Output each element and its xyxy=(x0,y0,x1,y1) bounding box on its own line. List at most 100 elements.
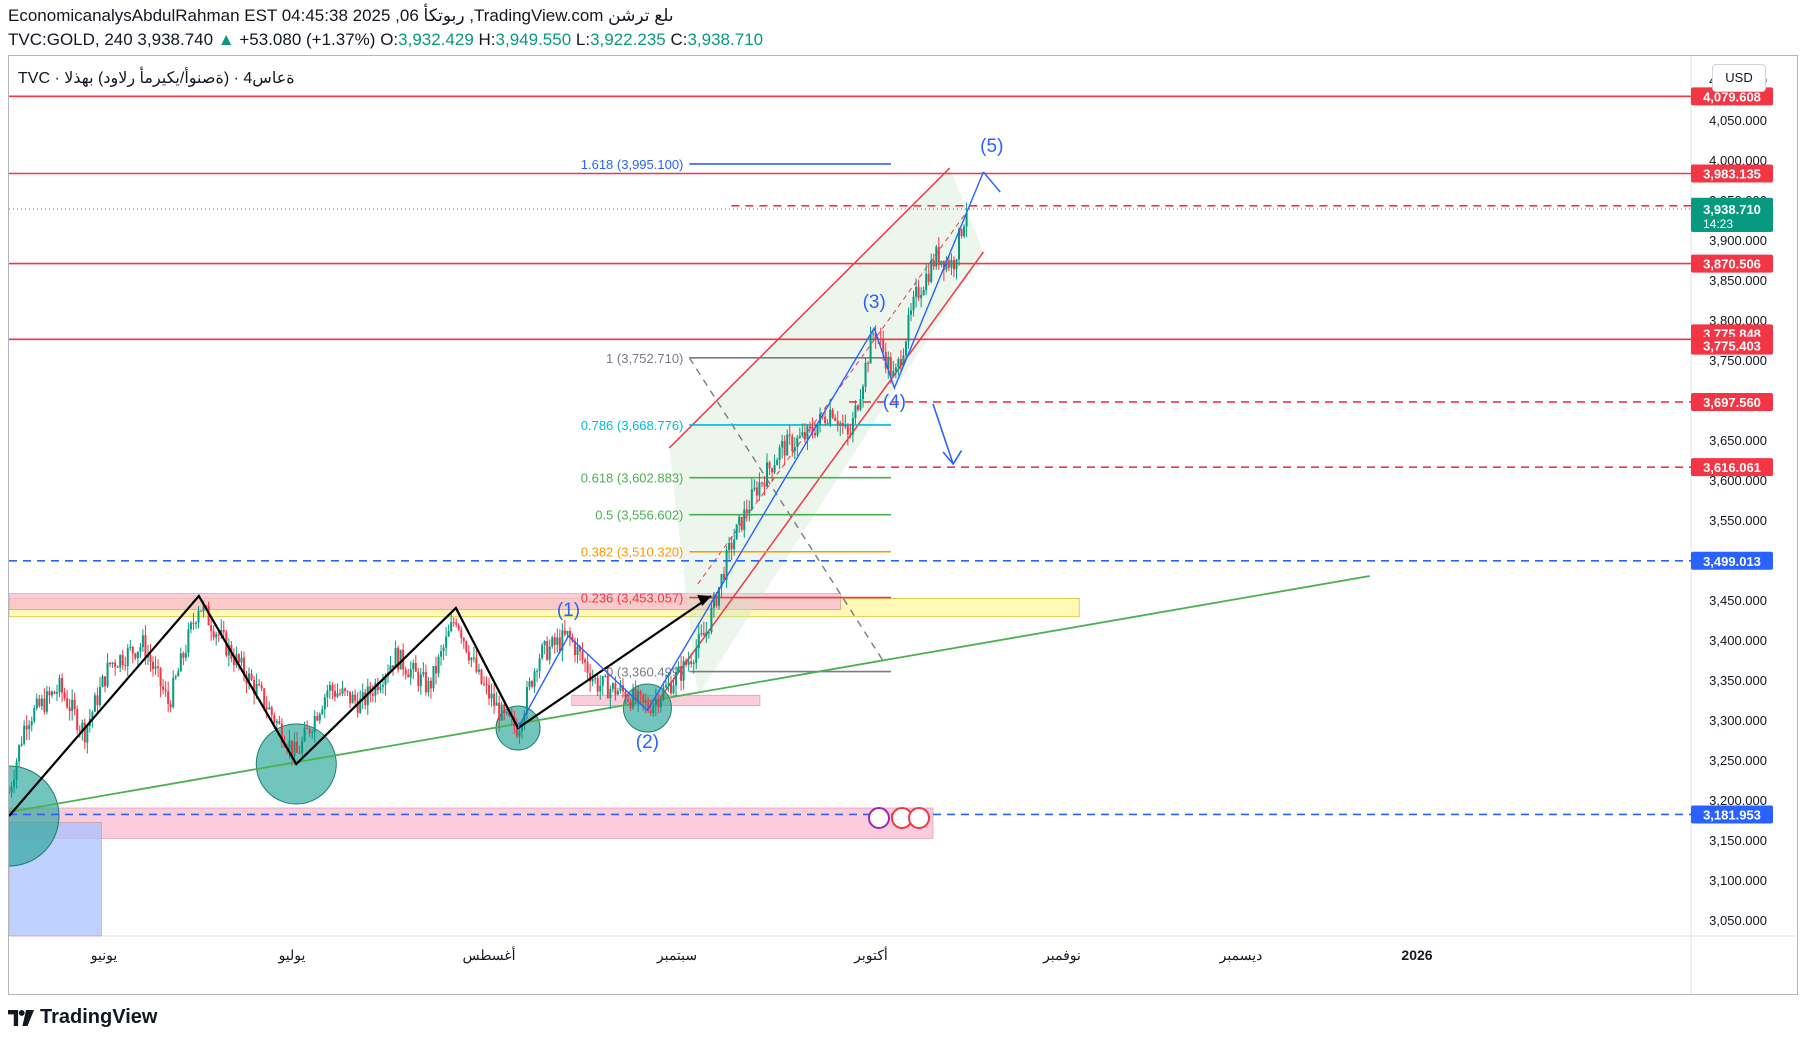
candle-body xyxy=(220,629,223,635)
candle-body xyxy=(298,752,301,754)
candle xyxy=(543,640,546,655)
candle xyxy=(586,654,589,679)
candle xyxy=(399,649,402,670)
candle xyxy=(301,736,304,757)
candle-body xyxy=(326,690,329,698)
candle xyxy=(349,691,352,709)
candle xyxy=(124,656,127,671)
candle xyxy=(796,435,799,456)
candle xyxy=(531,679,534,689)
candle-body xyxy=(174,676,177,678)
candle xyxy=(141,629,144,652)
candle-body xyxy=(465,641,468,652)
candle xyxy=(680,655,683,691)
candle-body xyxy=(83,722,86,743)
candle-body xyxy=(197,610,200,623)
y-tick-label: 3,150.000 xyxy=(1709,833,1767,848)
tradingview-logo[interactable]: TradingView xyxy=(8,1006,157,1029)
candle xyxy=(594,675,597,684)
candle-body xyxy=(869,334,872,364)
candle-body xyxy=(606,675,609,699)
candle xyxy=(755,481,758,502)
candle-body xyxy=(389,665,392,673)
candle-body xyxy=(566,630,569,635)
candle-body xyxy=(882,338,885,352)
candle xyxy=(9,785,10,794)
bar-countdown-label: 14:23 xyxy=(1703,217,1733,231)
candle xyxy=(760,481,763,488)
candle xyxy=(700,624,703,637)
candle-body xyxy=(323,697,326,710)
candle-body xyxy=(498,702,501,721)
zone-2 xyxy=(9,807,934,839)
candle-body xyxy=(63,692,66,699)
candle xyxy=(558,629,561,654)
series-legend: TVC · ةعاس4 · (ةصنوأ/يكيرمأ رلاود) بهذلا xyxy=(18,70,295,87)
candle-body xyxy=(20,743,23,746)
candle xyxy=(28,720,31,740)
candle-body xyxy=(609,688,612,699)
candle xyxy=(834,414,837,422)
candle xyxy=(563,619,566,637)
candle xyxy=(336,683,339,698)
candle-body xyxy=(682,660,685,681)
candle xyxy=(776,457,779,466)
candle-body xyxy=(124,665,127,667)
candle-body xyxy=(331,684,334,691)
candle-body xyxy=(677,666,680,673)
candle xyxy=(733,528,736,556)
candle-body xyxy=(96,695,99,706)
currency-button[interactable]: USD xyxy=(1712,64,1766,92)
candle xyxy=(879,327,882,346)
candle-body xyxy=(136,651,139,659)
fib-label-2: 0.786 (3,668.776) xyxy=(581,418,684,433)
candle-body xyxy=(189,622,192,630)
y-tick-label: 3,250.000 xyxy=(1709,753,1767,768)
candle xyxy=(642,693,645,712)
candle xyxy=(182,651,185,666)
candle-body xyxy=(963,226,966,237)
candle xyxy=(907,307,910,349)
candle-body xyxy=(748,509,751,514)
candle-body xyxy=(543,641,546,646)
candle xyxy=(952,256,955,278)
candle xyxy=(912,290,915,317)
candle xyxy=(743,500,746,538)
candle-body xyxy=(311,732,314,734)
candle xyxy=(212,625,215,641)
candle xyxy=(503,701,506,721)
candle xyxy=(116,665,119,668)
price-tag-label-1: 3,983.135 xyxy=(1703,166,1761,181)
x-tick-label-4: أكتوبر xyxy=(853,945,888,964)
candle-body xyxy=(452,622,455,624)
candle-body xyxy=(561,630,564,651)
candle-body xyxy=(154,666,157,669)
price-tag-bg-7 xyxy=(1691,458,1773,477)
price-chart[interactable]: 1.618 (3,995.100) 1 (3,752.710) 0.786 (3,6… xyxy=(9,56,1797,994)
candle-body xyxy=(210,625,213,632)
candle-body xyxy=(290,740,293,757)
price-tag-label-9: 3,181.953 xyxy=(1703,807,1761,822)
candle xyxy=(692,659,695,674)
price-tag-label-8: 3,499.013 xyxy=(1703,554,1761,569)
candle-body xyxy=(460,629,463,639)
candle-body xyxy=(958,229,961,260)
candle-body xyxy=(738,516,741,525)
candle-body xyxy=(374,682,377,696)
open-value: 3,932.429 xyxy=(398,30,474,49)
candle-body xyxy=(381,684,384,687)
candle-body xyxy=(447,631,450,637)
candle-body xyxy=(114,662,117,667)
candle-body xyxy=(354,694,357,701)
candle-body xyxy=(432,665,435,689)
candle xyxy=(697,624,700,659)
price-tag-label-0: 4,079.608 xyxy=(1703,89,1761,104)
candle-body xyxy=(280,723,283,743)
candle-body xyxy=(692,662,695,664)
candle-body xyxy=(846,425,849,435)
candle xyxy=(68,698,71,721)
candle-body xyxy=(50,691,53,696)
candle-body xyxy=(440,651,443,657)
candle-body xyxy=(475,657,478,672)
candle xyxy=(129,639,132,651)
